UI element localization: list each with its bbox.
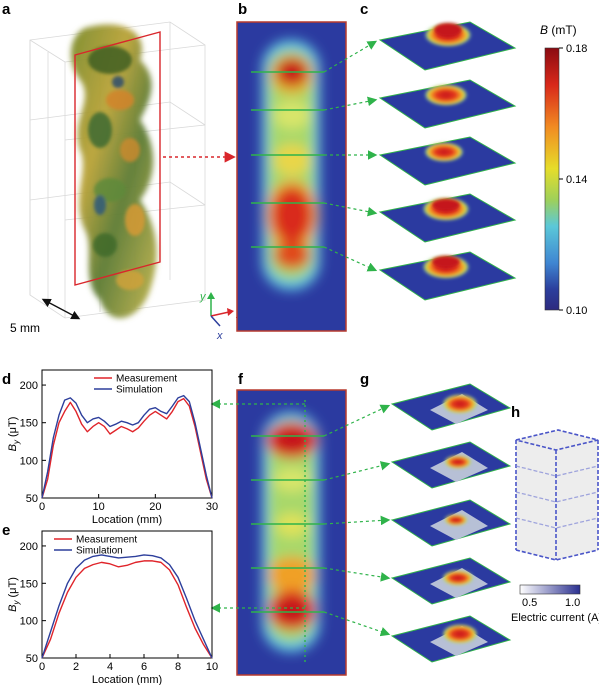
surface-c-5 xyxy=(378,251,517,301)
plot-frame xyxy=(41,369,213,499)
field-map-f-hotspots xyxy=(262,412,320,652)
panel-label-g: g xyxy=(360,371,369,388)
colorbar-b-gradient xyxy=(544,47,560,311)
colorbar-b-tick-1: 0.14 xyxy=(566,174,587,186)
y-axis-label: By (μT) xyxy=(7,577,21,612)
colorbar-b: B (mT) 0.18 0.14 0.10 xyxy=(540,23,587,317)
x-axis-label: Location (mm) xyxy=(92,514,162,526)
y-tick-label: 50 xyxy=(26,653,38,665)
x-tick-label: 0 xyxy=(39,661,45,673)
colorbar-b-title: B (mT) xyxy=(540,23,577,37)
x-tick-label: 10 xyxy=(93,501,105,513)
y-axis-sub: y xyxy=(12,439,21,445)
x-tick-label: 8 xyxy=(175,661,181,673)
tissue-volume xyxy=(70,24,157,319)
panel-label-b: b xyxy=(238,1,247,18)
tissue-details xyxy=(88,46,145,290)
panel-label-f: f xyxy=(238,371,244,388)
panel-label-h: h xyxy=(511,404,520,421)
surface-g-1 xyxy=(390,383,512,431)
colorbar-b-var: B xyxy=(540,23,548,37)
x-tick-label: 6 xyxy=(141,661,147,673)
y-axis-var: B xyxy=(7,444,19,451)
legend-label: Simulation xyxy=(116,385,163,396)
coil-box-edges xyxy=(515,429,599,561)
colorbar-b-tick-2: 0.10 xyxy=(566,305,587,317)
chart-d: 0 10 20 30 50 100 150 200 Location (mm) By (μT) Me… xyxy=(7,369,218,526)
y-tick-label: 50 xyxy=(26,493,38,505)
colorbar-b-unit: (mT) xyxy=(548,23,577,37)
panel-a-volume-render: 5 mm y z x xyxy=(10,21,242,342)
colorbar-h-label: Electric current (A) xyxy=(511,612,599,624)
series-line-measurement xyxy=(41,397,213,499)
x-axis-label: Location (mm) xyxy=(92,674,162,685)
colorbar-b-tick-0: 0.18 xyxy=(566,43,587,55)
surface-g-4 xyxy=(390,557,512,605)
field-map-b-hotspots xyxy=(262,40,320,290)
series-line-simulation xyxy=(41,554,213,659)
x-tick-label: 4 xyxy=(107,661,113,673)
panel-label-e: e xyxy=(2,522,10,539)
coil-box-inner-loops xyxy=(515,465,599,529)
surface-g-5 xyxy=(390,615,512,663)
y-tick-label: 200 xyxy=(20,380,38,392)
y-axis-unit: (μT) xyxy=(7,417,19,440)
y-axis-sub: y xyxy=(12,600,21,606)
chart-e: 0 2 4 6 8 10 50 100 150 200 Location (mm) By (μT) Me… xyxy=(7,530,218,686)
legend-label: Simulation xyxy=(76,546,123,557)
field-map-f-cutlines xyxy=(251,435,324,613)
series-line-simulation xyxy=(41,394,213,499)
field-map-b-arrows xyxy=(323,40,378,272)
panel-g-surface-plots xyxy=(390,383,512,663)
x-tick-label: 20 xyxy=(149,501,161,513)
surface-c-4 xyxy=(378,193,517,243)
surface-c-1 xyxy=(378,21,517,71)
scale-bar-label: 5 mm xyxy=(10,321,40,335)
panel-f-field-map xyxy=(210,389,391,676)
panel-label-c: c xyxy=(360,1,368,18)
colorbar-h-tick-1: 1.0 xyxy=(565,597,580,609)
slice-plane xyxy=(74,31,161,286)
surface-g-3 xyxy=(390,499,512,547)
y-axis-unit: (μT) xyxy=(7,577,19,600)
panel-label-a: a xyxy=(2,1,11,18)
surface-c-2 xyxy=(378,79,517,129)
surface-g-2 xyxy=(390,441,512,489)
y-axis-label: By (μT) xyxy=(7,417,21,452)
x-tick-label: 0 xyxy=(39,501,45,513)
legend-label: Measurement xyxy=(76,535,137,546)
surface-c-3 xyxy=(378,136,517,186)
panel-label-d: d xyxy=(2,371,11,388)
panel-h-coil-box: 0.5 1.0 Electric current (A) xyxy=(511,429,599,624)
plot-frame xyxy=(41,530,213,659)
panel-c-surface-plots xyxy=(378,21,517,301)
y-tick-label: 200 xyxy=(20,541,38,553)
scale-bar-line xyxy=(41,298,81,320)
x-tick-label: 30 xyxy=(206,501,218,513)
x-tick-label: 2 xyxy=(73,661,79,673)
field-map-b-cutlines xyxy=(251,71,324,248)
colorbar-h-gradient xyxy=(519,584,581,595)
y-tick-label: 100 xyxy=(20,616,38,628)
colorbar-h-tick-0: 0.5 xyxy=(522,597,537,609)
panel-b-field-map xyxy=(236,21,378,332)
axis-x-label: x xyxy=(216,330,223,342)
axes-triad: y z x xyxy=(199,291,242,342)
x-tick-label: 10 xyxy=(206,661,218,673)
y-axis-var: B xyxy=(7,605,19,612)
axis-y-label: y xyxy=(199,291,207,303)
y-tick-label: 150 xyxy=(20,578,38,590)
y-tick-label: 150 xyxy=(20,418,38,430)
series-line-measurement xyxy=(41,560,213,659)
field-map-f-arrows xyxy=(323,404,391,637)
y-tick-label: 100 xyxy=(20,455,38,467)
legend-label: Measurement xyxy=(116,374,177,385)
